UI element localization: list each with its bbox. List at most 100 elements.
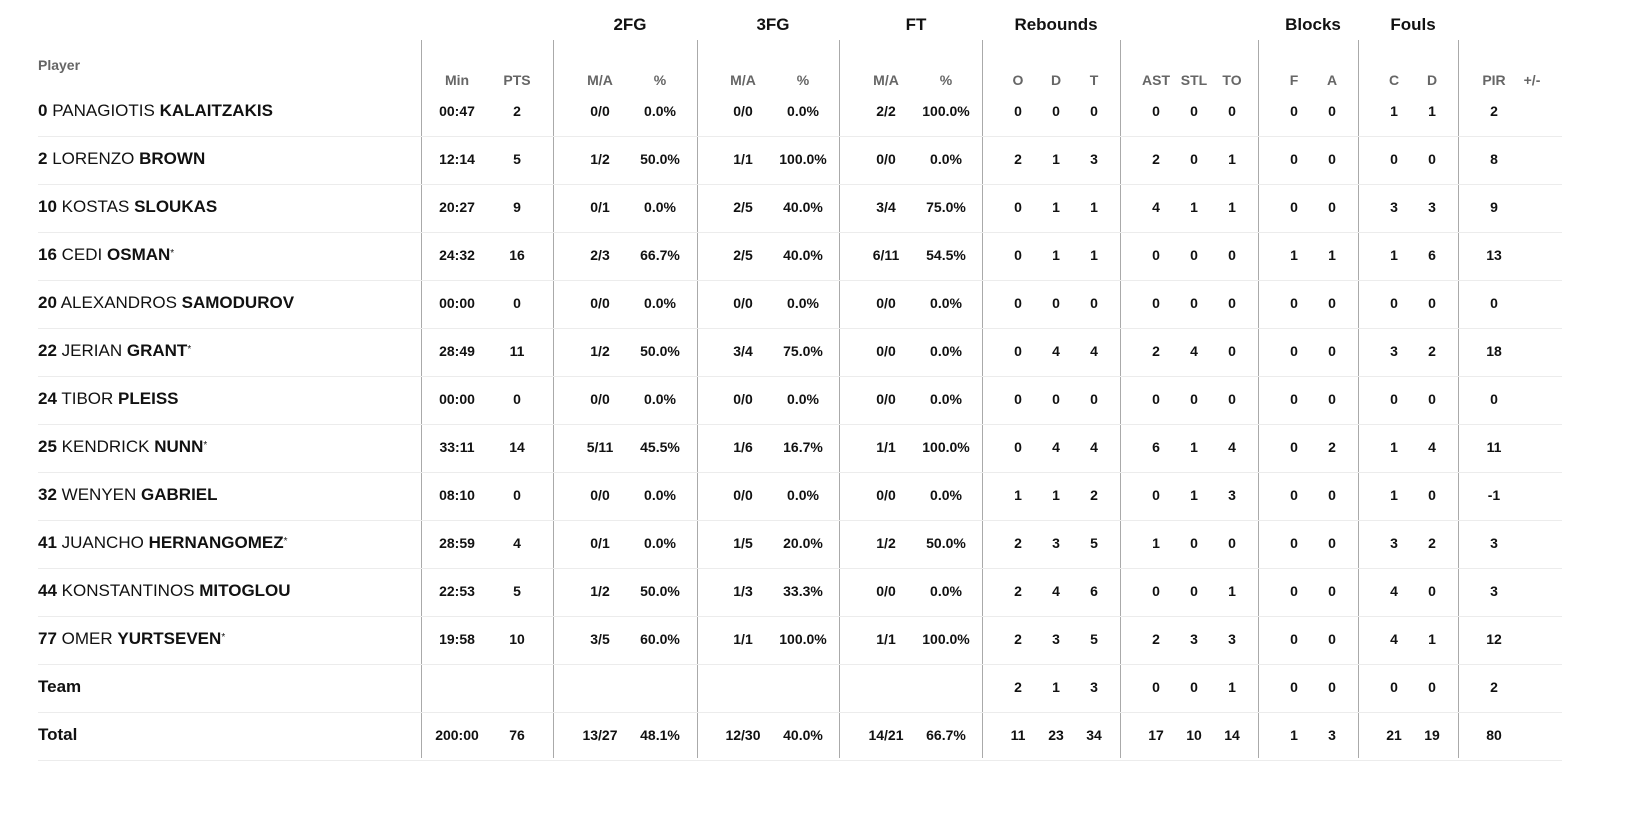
cell-t: 1 [1090, 247, 1098, 263]
cell-ft_ma: 0/0 [876, 151, 896, 167]
cell-o: 1 [1014, 487, 1022, 503]
cell-to: 0 [1228, 391, 1236, 407]
cell-fg3_pct: 0.0% [787, 295, 819, 311]
column-header-fg3_ma[interactable]: M/A [730, 72, 756, 88]
cell-fg2_pct: 50.0% [640, 343, 680, 359]
cell-fg2_pct: 60.0% [640, 631, 680, 647]
player-name[interactable]: 44 KONSTANTINOS MITOGLOU [38, 581, 291, 601]
cell-pir: 11 [1486, 439, 1502, 455]
column-header-min[interactable]: Min [444, 72, 470, 88]
cell-pts: 0 [513, 487, 521, 503]
player-last-name: MITOGLOU [199, 581, 291, 600]
cell-a: 0 [1328, 343, 1336, 359]
player-name[interactable]: 16 CEDI OSMAN* [38, 245, 174, 265]
cell-ast: 6 [1152, 439, 1160, 455]
cell-fg2_ma: 13/27 [582, 727, 618, 743]
cell-fg3_pct: 16.7% [783, 439, 823, 455]
player-name[interactable]: 24 TIBOR PLEISS [38, 389, 179, 409]
column-header-ast[interactable]: AST [1142, 72, 1170, 88]
cell-fd: 0 [1428, 487, 1436, 503]
cell-to: 0 [1228, 535, 1236, 551]
group-header-2fg: 2FG [613, 15, 647, 34]
cell-f: 0 [1290, 103, 1298, 119]
cell-a: 3 [1328, 727, 1336, 743]
cell-f: 1 [1290, 727, 1298, 743]
group-header-fouls: Fouls [1390, 15, 1436, 34]
cell-ft_pct: 50.0% [926, 535, 966, 551]
player-name[interactable]: 20 ALEXANDROS SAMODUROV [38, 293, 294, 313]
cell-c: 0 [1390, 679, 1398, 695]
player-name[interactable]: 41 JUANCHO HERNANGOMEZ* [38, 533, 288, 553]
cell-fg3_ma: 2/5 [733, 199, 753, 215]
cell-ft_ma: 6/11 [872, 247, 900, 263]
cell-d: 1 [1052, 199, 1060, 215]
cell-o: 2 [1014, 679, 1022, 695]
cell-pir: 2 [1490, 679, 1498, 695]
cell-ft_pct: 66.7% [926, 727, 966, 743]
player-name[interactable]: Team [38, 677, 81, 697]
cell-pir: 3 [1490, 583, 1498, 599]
cell-d: 1 [1052, 679, 1060, 695]
cell-fg3_pct: 100.0% [779, 631, 827, 647]
cell-pir: 13 [1486, 247, 1502, 263]
cell-c: 3 [1390, 535, 1398, 551]
cell-c: 21 [1386, 727, 1402, 743]
cell-t: 0 [1090, 295, 1098, 311]
cell-fg3_pct: 40.0% [783, 199, 823, 215]
column-header-c[interactable]: C [1388, 72, 1400, 88]
player-number: 20 [38, 293, 57, 312]
column-header-f[interactable]: F [1289, 72, 1299, 88]
column-header-pts[interactable]: PTS [503, 72, 531, 88]
column-header-o[interactable]: O [1012, 72, 1024, 88]
player-name[interactable]: 2 LORENZO BROWN [38, 149, 205, 169]
column-divider [1358, 40, 1359, 758]
player-name[interactable]: 10 KOSTAS SLOUKAS [38, 197, 217, 217]
group-header-rebounds: Rebounds [1014, 15, 1098, 34]
column-header-fg3_pct[interactable]: % [796, 72, 810, 88]
column-header-d[interactable]: D [1050, 72, 1062, 88]
player-name[interactable]: 32 WENYEN GABRIEL [38, 485, 218, 505]
cell-t: 5 [1090, 535, 1098, 551]
player-name[interactable]: 77 OMER YURTSEVEN* [38, 629, 225, 649]
cell-ft_pct: 100.0% [922, 439, 970, 455]
cell-pts: 5 [513, 583, 521, 599]
column-header-pir[interactable]: PIR [1482, 72, 1506, 88]
player-name[interactable]: 25 KENDRICK NUNN* [38, 437, 207, 457]
column-header-fd[interactable]: D [1426, 72, 1438, 88]
cell-fg2_ma: 3/5 [590, 631, 610, 647]
column-header-t[interactable]: T [1089, 72, 1099, 88]
column-header-to[interactable]: TO [1222, 72, 1242, 88]
cell-min: 28:59 [439, 535, 475, 551]
cell-f: 0 [1290, 679, 1298, 695]
column-header-fg2_pct[interactable]: % [653, 72, 667, 88]
cell-fd: 2 [1428, 343, 1436, 359]
player-last-name: KALAITZAKIS [159, 101, 273, 120]
cell-ft_pct: 54.5% [926, 247, 966, 263]
column-header-fg2_ma[interactable]: M/A [587, 72, 613, 88]
cell-pir: 80 [1486, 727, 1502, 743]
cell-fg3_ma: 1/1 [733, 631, 753, 647]
player-name[interactable]: Total [38, 725, 77, 745]
table-row: 44 KONSTANTINOS MITOGLOU 22:53 5 1/2 50.0% 1/… [38, 568, 1562, 617]
column-header-a[interactable]: A [1326, 72, 1338, 88]
column-header-stl[interactable]: STL [1180, 72, 1208, 88]
cell-fd: 0 [1428, 295, 1436, 311]
cell-fg2_pct: 50.0% [640, 583, 680, 599]
column-divider [982, 40, 983, 758]
cell-f: 0 [1290, 151, 1298, 167]
player-name[interactable]: 0 PANAGIOTIS KALAITZAKIS [38, 101, 273, 121]
column-header-pm[interactable]: +/- [1523, 72, 1541, 88]
column-header-ft_ma[interactable]: M/A [873, 72, 899, 88]
cell-fg3_pct: 40.0% [783, 727, 823, 743]
cell-pts: 2 [513, 103, 521, 119]
cell-t: 3 [1090, 151, 1098, 167]
column-header-ft_pct[interactable]: % [939, 72, 953, 88]
cell-fg2_pct: 45.5% [640, 439, 680, 455]
player-name[interactable]: 22 JERIAN GRANT* [38, 341, 191, 361]
cell-stl: 0 [1190, 151, 1198, 167]
cell-fg3_ma: 0/0 [733, 391, 753, 407]
cell-ft_ma: 2/2 [876, 103, 896, 119]
cell-a: 0 [1328, 391, 1336, 407]
player-last-name: YURTSEVEN [117, 629, 222, 648]
cell-t: 2 [1090, 487, 1098, 503]
